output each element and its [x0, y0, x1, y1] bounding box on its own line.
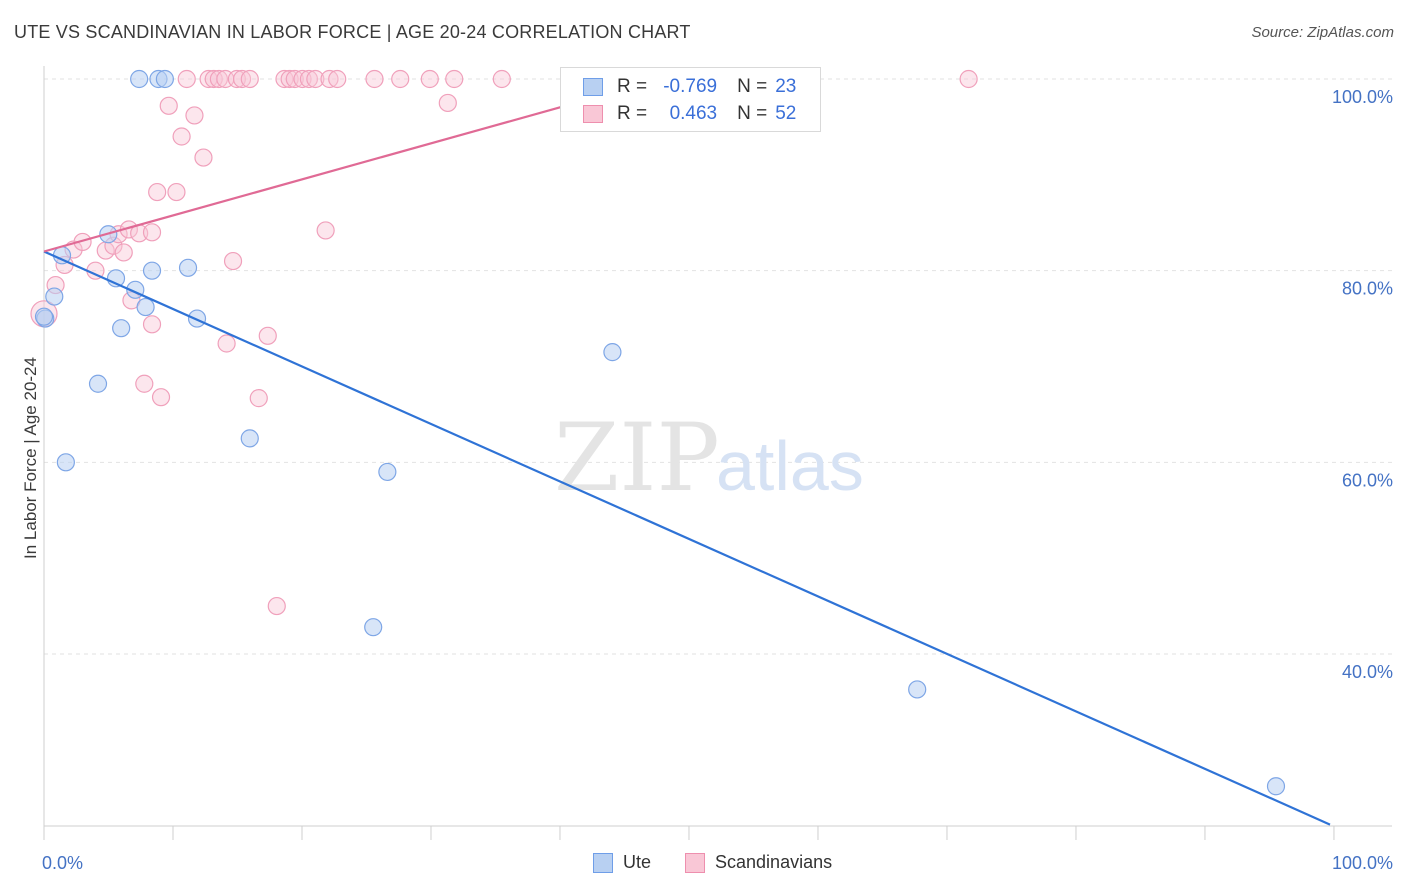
ute-trend-line — [43, 250, 1331, 826]
scandinavians-point — [391, 69, 410, 89]
y-tick-label: 60.0% — [1342, 470, 1393, 490]
series-swatch-scandinavians — [685, 852, 706, 873]
series-legend-label: Ute — [623, 852, 652, 872]
scandinavians-point — [249, 389, 268, 408]
series-legend-ute[interactable]: Ute — [593, 852, 651, 873]
legend-n-label: N = — [737, 103, 768, 124]
scandinavians-point — [209, 69, 228, 89]
watermark-zip: ZIP — [554, 404, 720, 513]
ute-point — [112, 319, 131, 338]
chart-title: UTE VS SCANDINAVIAN IN LABOR FORCE | AGE… — [14, 22, 691, 42]
scandinavians-point — [114, 243, 133, 262]
axes — [43, 66, 1392, 840]
ute-point — [603, 343, 622, 362]
scandinavians-point — [135, 374, 154, 393]
ute-point — [88, 374, 108, 393]
ute-point — [378, 462, 397, 482]
scandinavians-point — [142, 315, 162, 334]
y-tick-label: 80.0% — [1342, 279, 1393, 299]
scandinavians-trend-line — [43, 77, 662, 253]
scandinavians-point — [148, 182, 167, 202]
scandinavians-point — [167, 182, 186, 202]
ute-point — [45, 287, 64, 306]
legend-row-scandinavians: R = 0.463 N = 52 — [583, 101, 796, 127]
scandinavians-point — [177, 69, 196, 89]
scandinavians-point — [285, 69, 304, 89]
gridlines — [44, 78, 1392, 655]
scandinavians-point — [267, 596, 286, 616]
scandinavians-point — [365, 69, 384, 89]
scandinavians-point — [227, 69, 246, 89]
scandinavians-point — [420, 69, 439, 89]
watermark: ZIP atlas — [554, 404, 864, 513]
scandinavians-point — [445, 69, 464, 89]
scandinavians-point — [492, 69, 511, 89]
source-label: Source: ZipAtlas.com — [1251, 24, 1394, 41]
ute-point — [155, 69, 174, 89]
ute-point — [56, 453, 75, 472]
ute-point — [240, 429, 259, 448]
legend-r-value: -0.769 — [663, 76, 718, 97]
ute-point — [130, 69, 149, 89]
scandinavians-point — [280, 69, 299, 89]
x-tick-label: 100.0% — [1332, 853, 1393, 873]
y-tick-label: 100.0% — [1332, 87, 1393, 107]
ute-point — [142, 261, 162, 280]
scandinavians-point — [217, 334, 236, 353]
scandinavians-point — [223, 251, 243, 271]
legend-r-label: R = — [617, 103, 648, 124]
axis-labels: 40.0% 60.0% 80.0% 100.0% 0.0% 100.0% In Labor … — [21, 87, 1393, 873]
ute-point — [908, 680, 927, 699]
scandinavians-point — [328, 69, 347, 89]
scandinavians-point — [438, 93, 457, 113]
scandinavians-point — [232, 69, 252, 89]
series-swatch-ute — [593, 852, 613, 873]
legend-row-ute: R = -0.769 N = 23 — [583, 74, 796, 100]
scandinavians-point — [306, 69, 325, 89]
legend-swatch-scandinavians — [583, 105, 603, 123]
scandinavians-point — [316, 221, 335, 240]
trend-lines — [43, 77, 1331, 826]
legend-n-label: N = — [737, 76, 768, 97]
ute-point — [136, 297, 155, 317]
scandinavians-point — [320, 69, 339, 89]
stats-legend: R = -0.769 N = 23 R = 0.463 N = 52 — [560, 67, 821, 132]
series-legend-scandinavians[interactable]: Scandinavians — [685, 852, 832, 873]
scandinavians-point — [172, 127, 191, 146]
scandinavians-point — [194, 148, 213, 167]
data-points — [30, 69, 1286, 796]
scandinavians-point — [185, 106, 204, 125]
series-legend: Ute Scandinavians — [593, 852, 866, 873]
scandinavians-point — [142, 223, 162, 242]
scandinavians-point — [151, 388, 171, 407]
ute-point — [34, 307, 54, 326]
scandinavians-point — [258, 326, 277, 345]
legend-swatch-ute — [583, 78, 603, 96]
watermark-atlas: atlas — [716, 427, 864, 505]
scandinavians-point — [299, 69, 319, 89]
legend-n-value: 52 — [775, 103, 797, 124]
y-tick-label: 40.0% — [1342, 662, 1393, 682]
x-tick-label: 0.0% — [42, 853, 83, 873]
legend-r-label: R = — [617, 76, 648, 97]
legend-r-value: 0.463 — [669, 103, 718, 124]
series-legend-label: Scandinavians — [715, 852, 833, 872]
scandinavians-point — [959, 69, 978, 89]
y-axis-label: In Labor Force | Age 20-24 — [21, 357, 40, 559]
ute-point — [178, 258, 198, 277]
ute-point — [1266, 777, 1286, 796]
scandinavians-point — [240, 69, 259, 89]
ute-point — [364, 618, 383, 637]
scandinavians-point — [159, 96, 178, 115]
scandinavians-point — [293, 69, 312, 89]
scandinavians-point — [275, 69, 294, 89]
scandinavians-point — [73, 232, 92, 252]
legend-n-value: 23 — [775, 76, 797, 97]
